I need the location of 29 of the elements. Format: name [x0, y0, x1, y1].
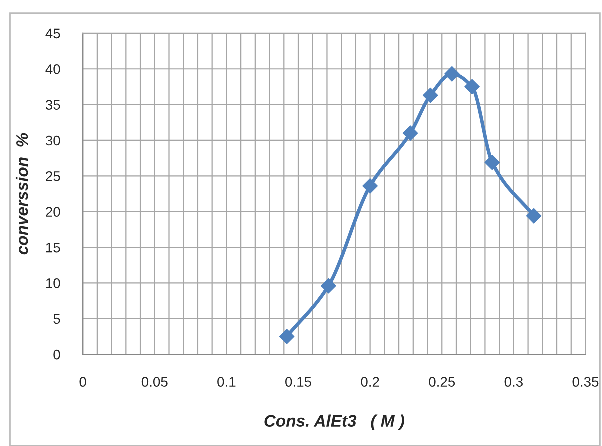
x-tick-label: 0.15 — [286, 377, 312, 387]
point — [526, 208, 542, 224]
x-tick-label: 0.1 — [218, 377, 236, 387]
x-tick-label: 0.05 — [142, 377, 168, 387]
y-tick-label: 10 — [46, 278, 60, 288]
point — [320, 278, 336, 294]
y-axis-title: converssion % — [16, 133, 28, 255]
point — [464, 79, 480, 95]
point — [402, 126, 418, 142]
y-tick-label: 40 — [46, 64, 60, 74]
x-axis-title: Cons. AlEt3 ( M ) — [264, 414, 404, 430]
y-tick-label: 5 — [54, 314, 60, 324]
point — [362, 178, 378, 194]
y-tick-label: 15 — [46, 243, 60, 253]
x-tick-label: 0 — [80, 377, 86, 387]
x-tick-label: 0.25 — [429, 377, 456, 387]
y-tick-label: 30 — [46, 136, 60, 146]
point — [422, 88, 438, 104]
y-tick-label: 25 — [46, 172, 60, 182]
point — [484, 154, 500, 170]
point — [444, 66, 460, 82]
x-tick-label: 0.2 — [361, 377, 380, 387]
x-tick-label: 0.3 — [504, 377, 523, 387]
point — [279, 329, 295, 344]
y-tick-label: 35 — [46, 100, 60, 110]
y-tick-label: 0 — [54, 350, 60, 360]
y-tick-label: 20 — [46, 207, 60, 218]
y-tick-label: 45 — [46, 28, 60, 39]
x-tick-label: 0.35 — [572, 377, 599, 387]
